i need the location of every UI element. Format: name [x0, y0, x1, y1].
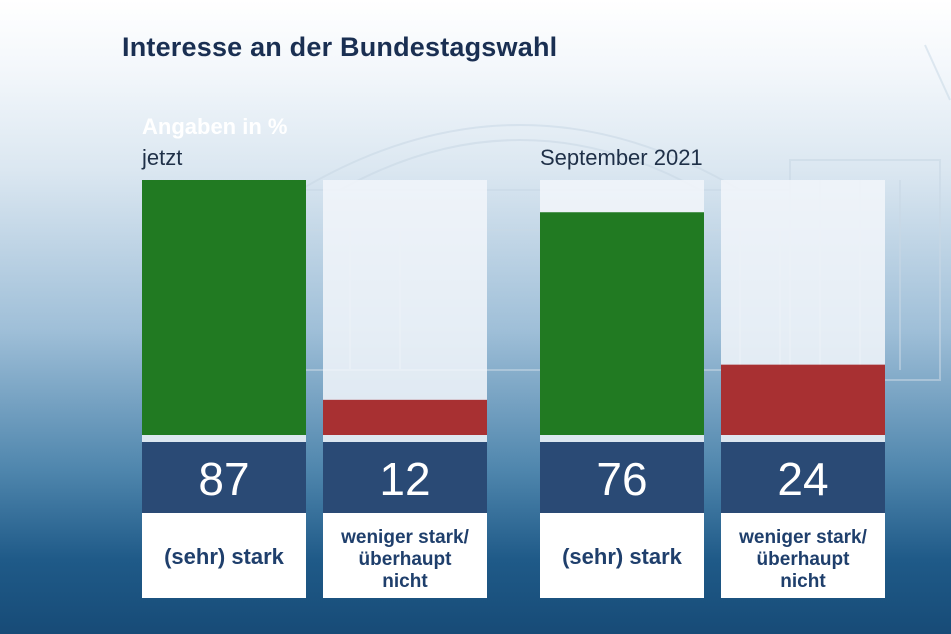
data-label-jetzt-stark: 87: [198, 453, 249, 505]
category-label-september-2021-weniger: weniger stark/überhaupt nicht: [738, 527, 867, 592]
bar-gap-september-2021-stark: [540, 435, 704, 442]
category-label-jetzt-stark: (sehr) stark: [164, 544, 285, 569]
bar-september-2021-weniger: [721, 364, 885, 435]
value-band-jetzt-weniger: [323, 442, 487, 513]
bar-jetzt-stark: [142, 180, 306, 435]
category-box-jetzt-weniger: [323, 513, 487, 598]
value-band-september-2021-stark: [540, 442, 704, 513]
bar-gap-september-2021-weniger: [721, 435, 885, 442]
data-label-september-2021-stark: 76: [596, 453, 647, 505]
category-label-september-2021-stark: (sehr) stark: [562, 544, 683, 569]
bar-september-2021-stark: [540, 212, 704, 435]
value-band-jetzt-stark: [142, 442, 306, 513]
chart-title: Interesse an der Bundestagswahl: [122, 32, 558, 62]
group-label-jetzt: jetzt: [142, 145, 183, 170]
category-label-jetzt-weniger: weniger stark/überhaupt nicht: [340, 527, 469, 592]
bar-gap-jetzt-stark: [142, 435, 306, 442]
data-label-jetzt-weniger: 12: [379, 453, 430, 505]
group-label-september-2021: September 2021: [540, 145, 703, 170]
unit-note: Angaben in %: [142, 114, 288, 139]
data-label-september-2021-weniger: 24: [777, 453, 828, 505]
category-box-september-2021-stark: [540, 513, 704, 598]
value-band-september-2021-weniger: [721, 442, 885, 513]
bar-panel-jetzt-weniger: [323, 180, 487, 435]
category-box-jetzt-stark: [142, 513, 306, 598]
bar-gap-jetzt-weniger: [323, 435, 487, 442]
category-box-september-2021-weniger: [721, 513, 885, 598]
bar-jetzt-weniger: [323, 399, 487, 435]
